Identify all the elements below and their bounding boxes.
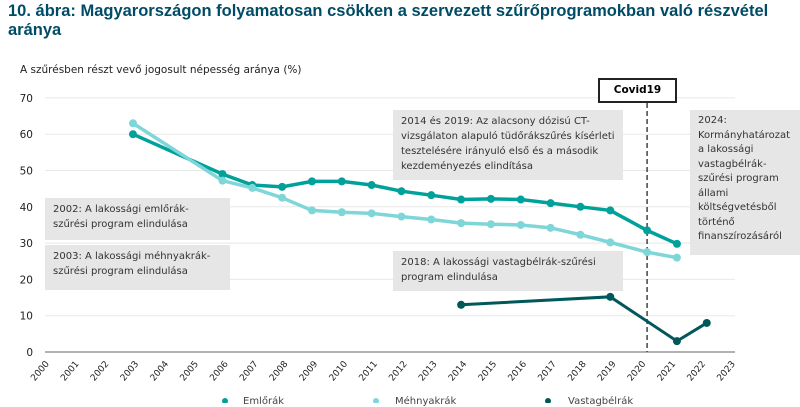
data-point [546, 223, 555, 232]
x-tick-label: 2019 [596, 359, 619, 383]
data-point [128, 119, 137, 128]
data-point [702, 318, 711, 327]
legend-marker [545, 398, 551, 403]
x-tick-label: 2013 [417, 360, 439, 384]
data-point [337, 208, 346, 217]
legend-item-vastagbelrak: Vastagbélrák [568, 396, 634, 407]
x-tick-label: 2002 [89, 360, 111, 384]
y-tick-label: 70 [20, 93, 33, 105]
data-point [218, 176, 227, 185]
data-point [397, 212, 406, 221]
x-tick-label: 2001 [59, 360, 81, 384]
data-point [367, 209, 376, 218]
y-tick-label: 60 [20, 129, 33, 141]
data-point [337, 177, 346, 186]
data-point [248, 183, 257, 192]
x-tick-label: 2006 [208, 359, 231, 383]
chart-title: 10. ábra: Magyarországon folyamatosan cs… [8, 2, 769, 39]
data-point [672, 253, 681, 262]
legend-marker [373, 398, 379, 403]
y-tick-label: 40 [20, 202, 33, 214]
data-point [457, 219, 466, 228]
x-tick-label: 2014 [447, 359, 470, 383]
data-point [486, 220, 495, 229]
x-tick-label: 2003 [119, 360, 141, 384]
data-point [278, 193, 287, 202]
data-point [427, 215, 436, 224]
data-point [307, 206, 316, 215]
data-point [606, 206, 615, 215]
data-point [516, 195, 525, 204]
data-point [672, 337, 681, 346]
data-point [427, 191, 436, 200]
legend-marker [222, 398, 228, 403]
x-tick-label: 2010 [328, 359, 351, 383]
legend-item-mehnyakrak: Méhnyakrák [395, 396, 457, 407]
x-tick-label: 2018 [566, 359, 589, 383]
data-point [672, 239, 681, 248]
x-tick-label: 2016 [507, 359, 530, 383]
y-tick-label: 50 [20, 166, 33, 178]
legend-item-emlorak: Emlőrák [243, 396, 284, 407]
x-tick-label: 2000 [29, 359, 52, 383]
y-tick-label: 0 [26, 347, 33, 359]
data-point [576, 230, 585, 239]
data-point [457, 300, 466, 309]
x-tick-label: 2017 [537, 360, 559, 384]
annotation-2018: 2018: A lakossági vastagbélrák-szűrési p… [393, 251, 623, 291]
data-point [516, 220, 525, 229]
data-point [397, 187, 406, 196]
x-tick-label: 2008 [268, 359, 291, 383]
data-point [606, 292, 615, 301]
data-point [606, 238, 615, 247]
data-point [307, 177, 316, 186]
data-point [367, 181, 376, 190]
data-point [486, 194, 495, 203]
annotation-2014-2019: 2014 és 2019: Az alacsony dózisú CT-vizs… [393, 110, 623, 180]
y-tick-label: 30 [20, 238, 33, 250]
x-tick-label: 2022 [686, 360, 708, 384]
data-point [457, 195, 466, 204]
data-point [218, 170, 227, 179]
data-point [643, 248, 652, 257]
annotation-2002: 2002: A lakossági emlőrák-szűrési progra… [45, 198, 230, 240]
x-tick-label: 2023 [716, 360, 738, 384]
data-point [278, 182, 287, 191]
x-tick-label: 2015 [477, 360, 499, 384]
y-axis-label: A szűrésben részt vevő jogosult népesség… [20, 64, 302, 76]
annotation-2003: 2003: A lakossági méhnyakrák-szűrési pro… [45, 245, 230, 290]
data-point [643, 226, 652, 235]
annotation-2024: 2024: Kormányhatározat a lakossági vasta… [690, 110, 800, 255]
series-line-2 [461, 295, 708, 343]
x-tick-label: 2005 [179, 360, 201, 384]
data-point [546, 199, 555, 208]
x-tick-label: 2004 [149, 359, 172, 383]
covid-label: Covid19 [598, 78, 677, 103]
x-tick-label: 2009 [298, 359, 321, 383]
data-point [128, 130, 137, 139]
y-tick-label: 10 [20, 311, 33, 323]
data-point [576, 202, 585, 211]
x-tick-label: 2011 [358, 360, 380, 384]
x-tick-label: 2021 [656, 360, 678, 384]
x-tick-label: 2007 [238, 360, 260, 384]
x-tick-label: 2012 [387, 360, 409, 384]
x-tick-label: 2020 [626, 359, 649, 383]
y-tick-label: 20 [20, 274, 33, 286]
